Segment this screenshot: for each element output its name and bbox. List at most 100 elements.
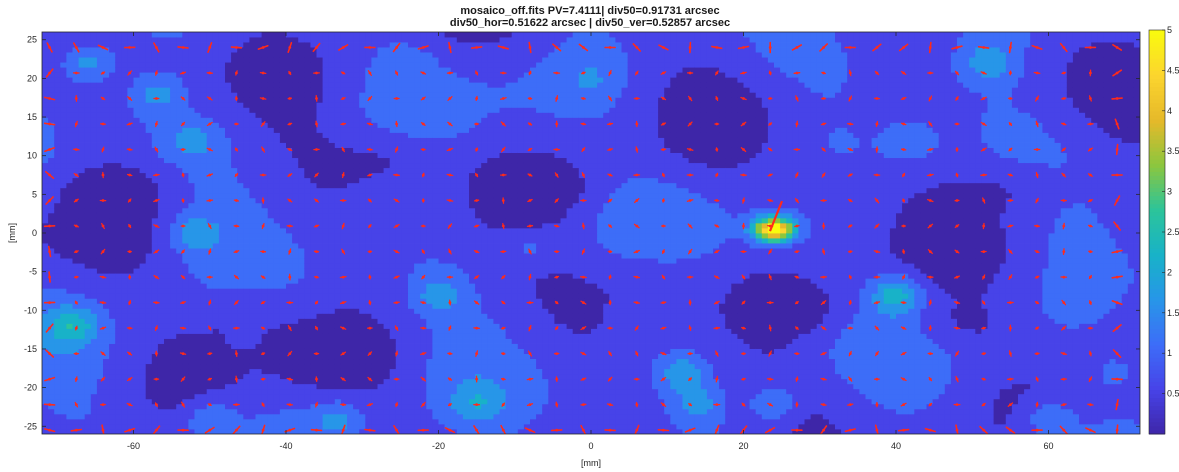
heatmap-cell xyxy=(66,273,73,279)
heatmap-cell xyxy=(371,248,378,254)
heatmap-cell xyxy=(231,368,238,375)
heatmap-cell xyxy=(176,338,183,344)
heatmap-cell xyxy=(353,388,360,395)
heatmap-cell xyxy=(182,323,189,329)
heatmap-cell xyxy=(115,62,122,68)
heatmap-cell xyxy=(389,192,397,199)
heatmap-cell xyxy=(164,202,171,209)
heatmap-cell xyxy=(340,42,348,48)
heatmap-cell xyxy=(139,102,147,108)
heatmap-cell xyxy=(212,87,220,93)
heatmap-cell xyxy=(78,273,86,279)
heatmap-cell xyxy=(139,398,147,405)
heatmap-cell xyxy=(54,167,61,174)
heatmap-cell xyxy=(243,177,250,184)
heatmap-cell xyxy=(127,253,134,259)
heatmap-cell xyxy=(78,62,86,68)
heatmap-cell xyxy=(255,378,262,385)
heatmap-cell xyxy=(231,348,238,354)
heatmap-cell xyxy=(328,428,336,434)
heatmap-cell xyxy=(279,233,287,239)
heatmap-cell xyxy=(42,353,49,360)
heatmap-cell xyxy=(231,212,238,219)
heatmap-cell xyxy=(170,227,177,234)
heatmap-cell xyxy=(103,408,110,415)
heatmap-cell xyxy=(109,403,116,410)
heatmap-cell xyxy=(279,428,287,434)
heatmap-cell xyxy=(340,263,348,269)
heatmap-cell xyxy=(182,418,189,425)
heatmap-cell xyxy=(139,428,147,434)
heatmap-cell xyxy=(334,212,342,219)
heatmap-cell xyxy=(249,313,256,319)
heatmap-cell xyxy=(292,217,299,224)
heatmap-cell xyxy=(188,222,195,229)
heatmap-cell xyxy=(127,37,134,43)
heatmap-cell xyxy=(377,187,384,194)
heatmap-cell xyxy=(267,238,275,244)
heatmap-cell xyxy=(377,408,384,415)
heatmap-cell xyxy=(176,52,183,58)
heatmap-cell xyxy=(231,363,238,370)
heatmap-cell xyxy=(139,418,147,425)
heatmap-cell xyxy=(322,238,330,244)
heatmap-cell xyxy=(353,117,360,123)
heatmap-cell xyxy=(212,253,220,259)
heatmap-cell xyxy=(395,358,403,365)
heatmap-cell xyxy=(133,263,140,269)
heatmap-cell xyxy=(133,303,140,309)
heatmap-cell xyxy=(328,373,336,380)
heatmap-cell xyxy=(151,358,159,365)
heatmap-cell xyxy=(310,132,317,138)
heatmap-cell xyxy=(145,87,153,93)
heatmap-cell xyxy=(401,127,409,133)
heatmap-cell xyxy=(414,37,421,43)
heatmap-cell xyxy=(359,273,366,279)
heatmap-cell xyxy=(231,308,238,314)
heatmap-cell xyxy=(115,388,122,395)
heatmap-cell xyxy=(243,42,250,48)
heatmap-cell xyxy=(273,428,281,434)
heatmap-cell xyxy=(206,217,214,224)
heatmap-cell xyxy=(273,263,281,269)
heatmap-cell xyxy=(78,72,86,78)
heatmap-cell xyxy=(218,383,226,390)
heatmap-cell xyxy=(420,303,427,309)
heatmap-cell xyxy=(188,122,195,128)
heatmap-cell xyxy=(170,373,177,380)
heatmap-cell xyxy=(218,217,226,224)
heatmap-cell xyxy=(310,358,317,365)
heatmap-cell xyxy=(206,388,214,395)
heatmap-cell xyxy=(145,127,153,133)
heatmap-cell xyxy=(395,67,403,73)
heatmap-cell xyxy=(359,383,366,390)
heatmap-cell xyxy=(334,132,342,138)
heatmap-cell xyxy=(60,328,67,334)
heatmap-cell xyxy=(353,353,360,360)
heatmap-cell xyxy=(371,132,378,138)
heatmap-cell xyxy=(261,187,269,194)
heatmap-cell xyxy=(304,97,311,103)
heatmap-cell xyxy=(84,177,92,184)
heatmap-cell xyxy=(103,343,110,349)
heatmap-cell xyxy=(408,137,415,143)
heatmap-cell xyxy=(48,72,55,78)
heatmap-cell xyxy=(151,348,159,354)
heatmap-cell xyxy=(115,413,122,420)
heatmap-cell xyxy=(371,288,378,294)
heatmap-cell xyxy=(279,132,287,138)
heatmap-cell xyxy=(139,258,147,264)
heatmap-cell xyxy=(243,47,250,53)
heatmap-cell xyxy=(212,353,220,360)
heatmap-cell xyxy=(60,263,67,269)
heatmap-cell xyxy=(115,268,122,274)
heatmap-cell xyxy=(249,283,256,289)
heatmap-cell xyxy=(218,413,226,420)
heatmap-cell xyxy=(225,132,232,138)
heatmap-cell xyxy=(66,162,73,169)
heatmap-cell xyxy=(115,263,122,269)
heatmap-cell xyxy=(218,263,226,269)
heatmap-cell xyxy=(255,62,262,68)
heatmap-cell xyxy=(96,378,104,385)
heatmap-cell xyxy=(279,243,287,249)
